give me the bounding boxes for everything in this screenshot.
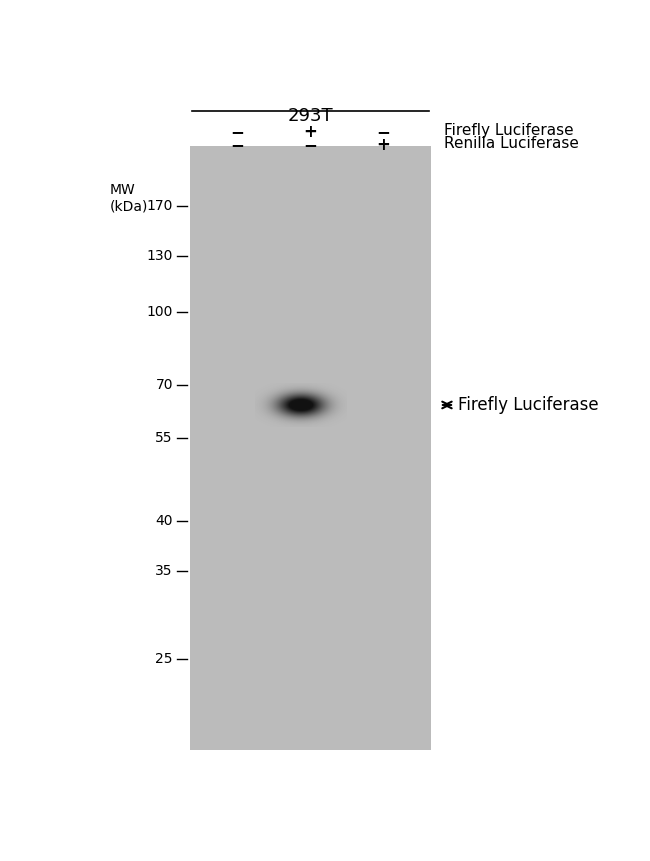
Text: +: + bbox=[304, 123, 317, 141]
Text: 100: 100 bbox=[146, 305, 173, 319]
Text: 55: 55 bbox=[155, 431, 173, 445]
Text: 70: 70 bbox=[155, 378, 173, 392]
Text: Renilla Luciferase: Renilla Luciferase bbox=[444, 137, 579, 152]
Bar bbox=[190, 146, 432, 750]
Text: 40: 40 bbox=[155, 514, 173, 528]
Text: −: − bbox=[304, 137, 317, 154]
Text: 293T: 293T bbox=[288, 107, 333, 125]
Text: MW
(kDa): MW (kDa) bbox=[110, 183, 148, 213]
Text: +: + bbox=[376, 137, 391, 154]
Text: 25: 25 bbox=[155, 652, 173, 666]
Text: 170: 170 bbox=[146, 199, 173, 213]
Text: 35: 35 bbox=[155, 564, 173, 578]
Text: −: − bbox=[231, 123, 244, 141]
Text: −: − bbox=[376, 123, 391, 141]
Text: 130: 130 bbox=[146, 249, 173, 263]
Text: Firefly Luciferase: Firefly Luciferase bbox=[458, 396, 599, 414]
Text: −: − bbox=[231, 137, 244, 154]
Text: Firefly Luciferase: Firefly Luciferase bbox=[444, 123, 573, 139]
